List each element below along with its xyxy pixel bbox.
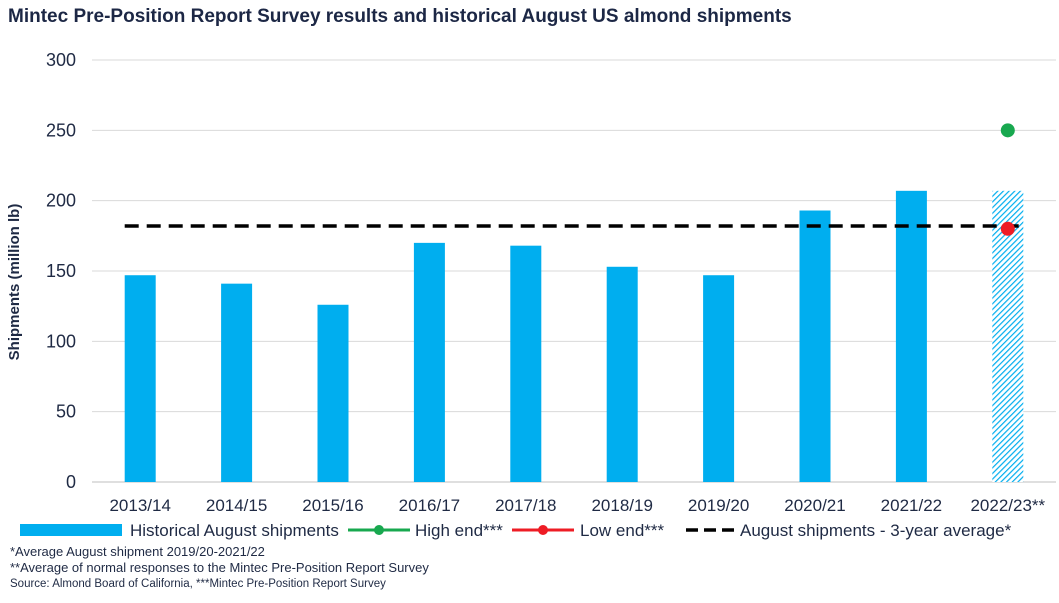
footnote-2: **Average of normal responses to the Min… bbox=[10, 560, 429, 575]
x-tick-label: 2022/23** bbox=[970, 496, 1045, 515]
footnotes: *Average August shipment 2019/20-2021/22… bbox=[10, 544, 429, 592]
low-end-point bbox=[1000, 221, 1015, 236]
y-tick-label: 300 bbox=[46, 50, 76, 70]
bar-201920 bbox=[703, 275, 735, 482]
footnote-source: Source: Almond Board of California, ***M… bbox=[10, 578, 386, 590]
legend: Historical August shipments High end*** Lo… bbox=[20, 521, 1012, 540]
bar-201415 bbox=[221, 283, 253, 482]
y-tick-label: 250 bbox=[46, 120, 76, 140]
legend-label: Historical August shipments bbox=[130, 521, 339, 540]
bar-201314 bbox=[124, 275, 156, 482]
x-tick-label: 2018/19 bbox=[591, 496, 652, 515]
bar-202021 bbox=[799, 210, 831, 482]
y-tick-label: 50 bbox=[56, 402, 76, 422]
point-series bbox=[1000, 123, 1015, 236]
x-axis-ticks: 2013/14 2014/15 2015/16 2016/17 2017/18 2018/… bbox=[109, 496, 1045, 515]
bar-201819 bbox=[606, 266, 638, 482]
gridlines bbox=[92, 59, 1056, 483]
bar-201516 bbox=[317, 304, 349, 482]
legend-label: August shipments - 3-year average* bbox=[740, 521, 1012, 540]
high-end-point bbox=[1000, 123, 1015, 138]
x-tick-label: 2014/15 bbox=[206, 496, 267, 515]
y-axis-ticks: 0 50 100 150 200 250 300 bbox=[46, 50, 76, 492]
y-tick-label: 150 bbox=[46, 261, 76, 281]
y-tick-label: 100 bbox=[46, 331, 76, 351]
bar-201617 bbox=[413, 242, 445, 482]
x-tick-label: 2013/14 bbox=[109, 496, 170, 515]
footnote-1: *Average August shipment 2019/20-2021/22 bbox=[10, 544, 265, 559]
x-tick-label: 2015/16 bbox=[302, 496, 363, 515]
bar-series bbox=[124, 190, 1024, 482]
x-tick-label: 2020/21 bbox=[784, 496, 845, 515]
legend-label: High end*** bbox=[415, 521, 503, 540]
y-tick-label: 0 bbox=[66, 472, 76, 492]
bar-202223 bbox=[992, 190, 1024, 482]
x-tick-label: 2016/17 bbox=[399, 496, 460, 515]
legend-swatch-marker bbox=[374, 525, 384, 535]
chart-title: Mintec Pre-Position Report Survey result… bbox=[8, 6, 792, 27]
legend-label: Low end*** bbox=[580, 521, 665, 540]
bar-202122 bbox=[895, 190, 927, 482]
x-tick-label: 2017/18 bbox=[495, 496, 556, 515]
y-axis-label: Shipments (million lb) bbox=[6, 204, 23, 361]
legend-swatch-marker bbox=[538, 525, 548, 535]
x-tick-label: 2019/20 bbox=[688, 496, 749, 515]
x-tick-label: 2021/22 bbox=[881, 496, 942, 515]
y-tick-label: 200 bbox=[46, 191, 76, 211]
legend-swatch-bars bbox=[20, 524, 122, 536]
bar-201718 bbox=[510, 245, 542, 482]
